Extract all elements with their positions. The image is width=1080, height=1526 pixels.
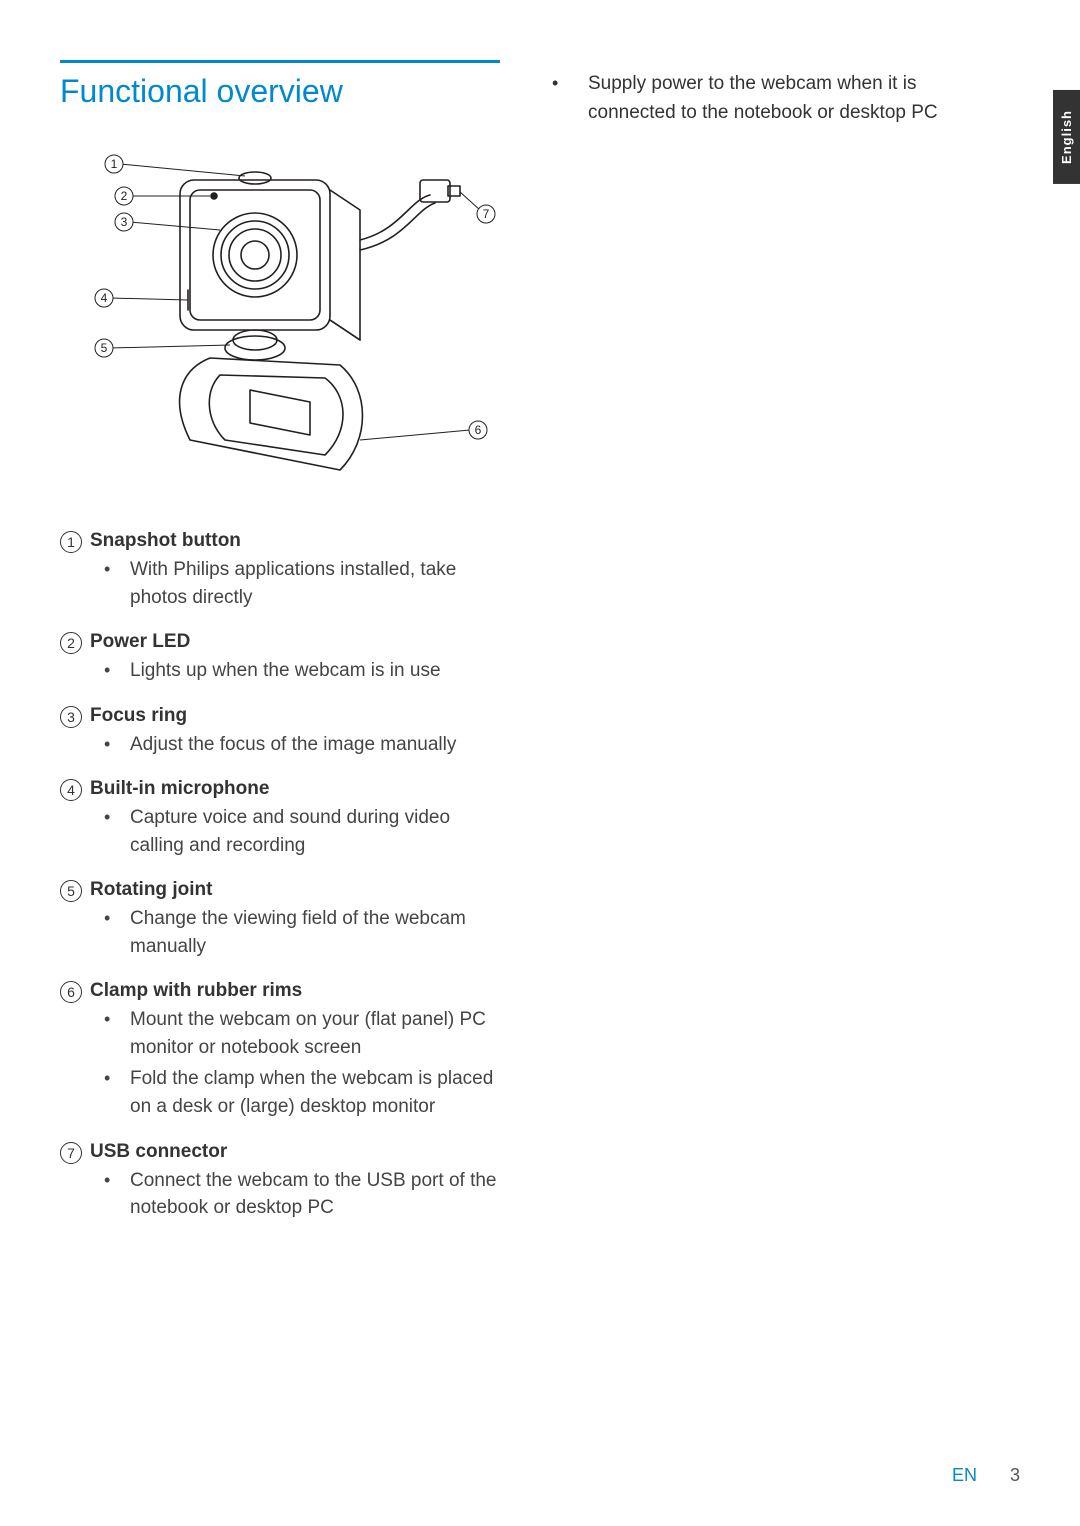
callout-title: USB connector <box>90 1141 500 1163</box>
right-column-point: Supply power to the webcam when it is co… <box>540 70 960 127</box>
right-column: Supply power to the webcam when it is co… <box>540 60 960 1242</box>
callout-title: Rotating joint <box>90 879 500 901</box>
footer-page-number: 3 <box>1010 1465 1020 1485</box>
callout-number: 2 <box>60 631 90 654</box>
callout-number: 1 <box>60 530 90 553</box>
svg-text:5: 5 <box>101 341 108 355</box>
callout-title: Focus ring <box>90 705 500 727</box>
page-content: Functional overview <box>0 0 1080 1282</box>
callout-list: 1 Snapshot button With Philips applicati… <box>60 530 500 1226</box>
callout-point: Connect the webcam to the USB port of th… <box>104 1167 500 1222</box>
callout-item: 6 Clamp with rubber rims Mount the webca… <box>60 980 500 1124</box>
callout-point: Adjust the focus of the image manually <box>104 731 500 759</box>
footer-lang: EN <box>952 1465 977 1485</box>
svg-text:6: 6 <box>475 423 482 437</box>
callout-number: 6 <box>60 980 90 1003</box>
webcam-diagram: 1 2 3 4 5 <box>60 140 500 500</box>
callout-point: Mount the webcam on your (flat panel) PC… <box>104 1006 500 1061</box>
page-footer: EN 3 <box>952 1465 1020 1486</box>
section-rule <box>60 60 500 63</box>
callout-item: 2 Power LED Lights up when the webcam is… <box>60 631 500 689</box>
callout-point: Change the viewing field of the webcam m… <box>104 905 500 960</box>
svg-text:1: 1 <box>111 157 118 171</box>
callout-item: 5 Rotating joint Change the viewing fiel… <box>60 879 500 964</box>
callout-item: 1 Snapshot button With Philips applicati… <box>60 530 500 615</box>
callout-point: Capture voice and sound during video cal… <box>104 804 500 859</box>
svg-text:7: 7 <box>483 207 490 221</box>
callout-point: With Philips applications installed, tak… <box>104 556 500 611</box>
callout-number: 3 <box>60 705 90 728</box>
callout-number: 4 <box>60 778 90 801</box>
callout-point: Lights up when the webcam is in use <box>104 657 500 685</box>
callout-item: 3 Focus ring Adjust the focus of the ima… <box>60 705 500 763</box>
svg-text:4: 4 <box>101 291 108 305</box>
callout-title: Built-in microphone <box>90 778 500 800</box>
callout-item: 7 USB connector Connect the webcam to th… <box>60 1141 500 1226</box>
svg-text:2: 2 <box>121 189 128 203</box>
callout-title: Snapshot button <box>90 530 500 552</box>
callout-number: 7 <box>60 1141 90 1164</box>
svg-text:3: 3 <box>121 215 128 229</box>
section-title: Functional overview <box>60 73 500 110</box>
language-tab: English <box>1053 90 1080 184</box>
callout-number: 5 <box>60 879 90 902</box>
callout-item: 4 Built-in microphone Capture voice and … <box>60 778 500 863</box>
callout-point: Fold the clamp when the webcam is placed… <box>104 1065 500 1120</box>
left-column: Functional overview <box>60 60 500 1242</box>
callout-title: Power LED <box>90 631 500 653</box>
callout-title: Clamp with rubber rims <box>90 980 500 1002</box>
